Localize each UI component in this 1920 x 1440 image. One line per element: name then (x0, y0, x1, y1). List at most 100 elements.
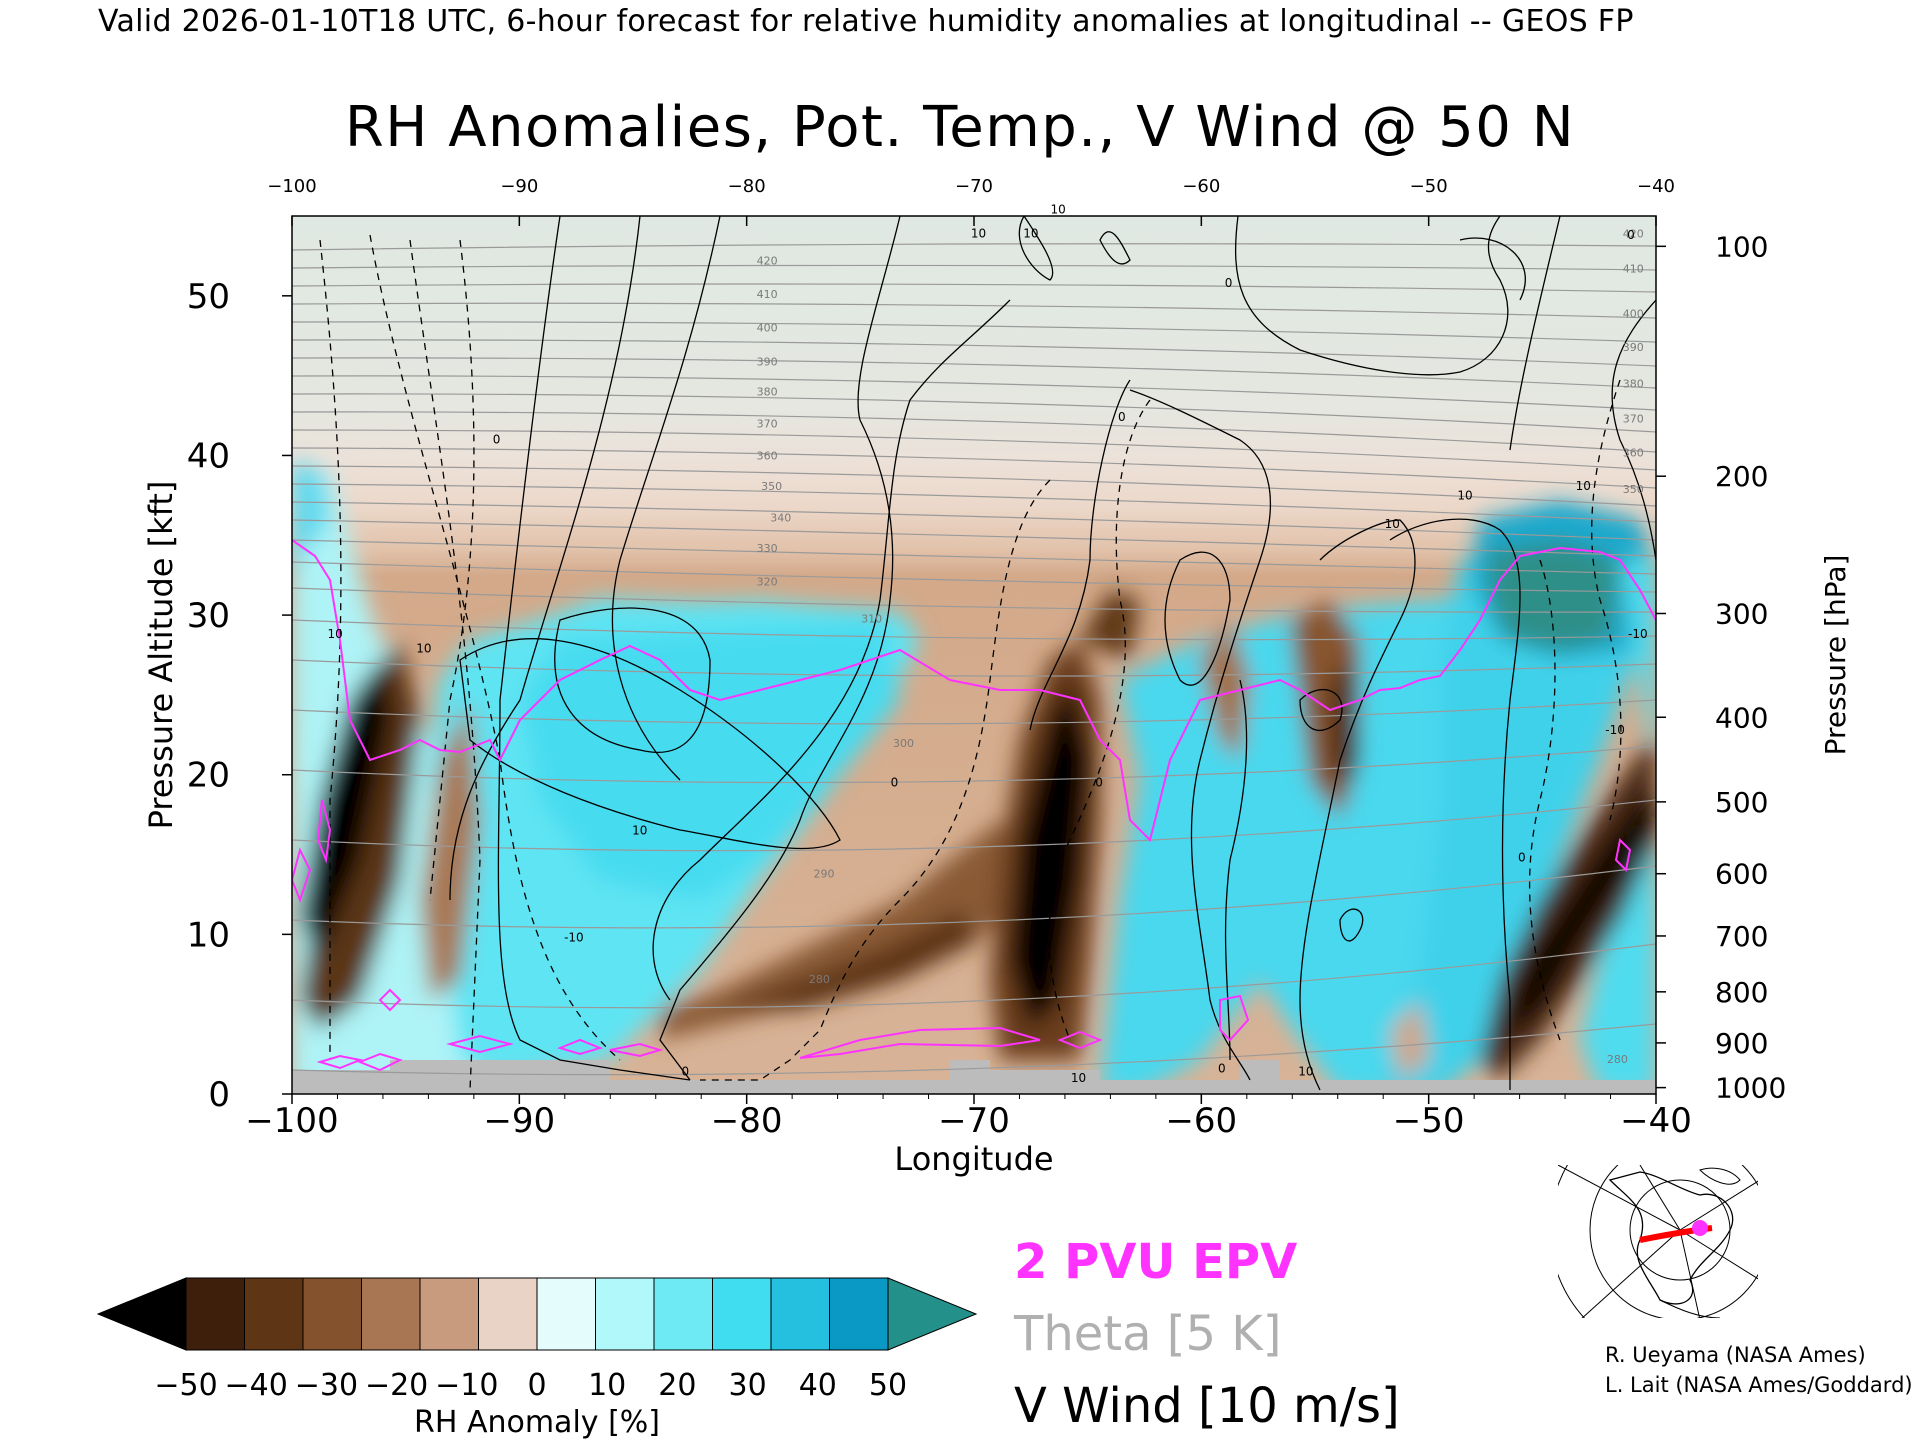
colorbar-segment (419, 1277, 479, 1351)
pvu-contour (292, 539, 1656, 1072)
colorbar-segment (478, 1277, 538, 1351)
theta-contour-label: 350 (1623, 483, 1644, 496)
theta-contour-label: 390 (1623, 341, 1644, 354)
wind-contour-label: 10 (1071, 1071, 1086, 1085)
top-caption: Valid 2026-01-10T18 UTC, 6-hour forecast… (98, 4, 1634, 39)
pressure-tick-label: 500 (1715, 786, 1768, 819)
wind-contour-label: -10 (1628, 627, 1648, 641)
y-tick-label: 0 (208, 1075, 230, 1115)
pressure-tick-label: 900 (1715, 1027, 1768, 1060)
wind-contour-label: 10 (416, 642, 431, 656)
theta-contour-label: 330 (757, 542, 778, 555)
colorbar-tick-label: −50 (154, 1368, 217, 1403)
wind-contour-label: -10 (1605, 723, 1625, 737)
colorbar-segment (185, 1277, 245, 1351)
legend-item: Theta [5 K] (1013, 1306, 1282, 1362)
theta-contour-label: 280 (809, 973, 830, 986)
wind-contour-label: 0 (493, 432, 501, 446)
wind-contour-label: 10 (1050, 203, 1065, 217)
y-axis-label: Pressure Altitude [kft] (142, 481, 180, 830)
y-tick-label: 40 (187, 436, 230, 476)
x-top-tick-label: −70 (955, 176, 993, 197)
pressure-tick-label: 1000 (1715, 1072, 1786, 1105)
theta-contour-label: 370 (1623, 413, 1644, 426)
wind-contour-label: 0 (1518, 851, 1526, 865)
x-top-tick-label: −60 (1182, 176, 1220, 197)
chart-title: RH Anomalies, Pot. Temp., V Wind @ 50 N (344, 95, 1576, 160)
axes: −100 −100 −90 −90 −80 −80 −70 −70 −60 −60 −50 −50 −4… (142, 176, 1852, 1178)
theta-contour-label: 380 (1623, 378, 1644, 391)
colorbar-high-arrow (887, 1277, 978, 1351)
colorbar-segment (595, 1277, 655, 1351)
theta-contour-label: 420 (757, 255, 778, 268)
y-tick-label: 10 (187, 915, 230, 955)
wind-contour-label: 10 (1023, 227, 1038, 241)
colorbar-tick-label: 40 (799, 1368, 837, 1403)
x-axis-label: Longitude (894, 1140, 1053, 1178)
theta-contour-label: 360 (1623, 446, 1644, 459)
colorbar: −50 −40 −30 −20 −10 0 10 20 30 40 50 RH Anomaly [%] (96, 1277, 978, 1440)
pressure-tick-label: 600 (1715, 858, 1768, 891)
colorbar-tick-label: −40 (225, 1368, 288, 1403)
wind-contour-label: 10 (971, 227, 986, 241)
wind-contour-label: 10 (1298, 1065, 1313, 1079)
theta-contour-label: 310 (861, 612, 882, 625)
colorbar-segment (712, 1277, 772, 1351)
legend-item: 2 PVU EPV (1014, 1234, 1297, 1290)
theta-contours (292, 243, 1656, 1076)
x-tick-label: −100 (245, 1101, 338, 1141)
colorbar-tick-label: −20 (365, 1368, 428, 1403)
colorbar-segment (536, 1277, 596, 1351)
theta-contour-label: 280 (1607, 1053, 1628, 1066)
wind-contour-label: 0 (891, 776, 899, 790)
colorbar-tick-label: −10 (435, 1368, 498, 1403)
pressure-tick-label: 300 (1715, 597, 1768, 630)
theta-contour-labels: 420 410 400 390 380 370 360 350 340 330 320 310 300 2… (757, 228, 1644, 1066)
x-tick-label: −90 (483, 1101, 555, 1141)
wind-contour-label: 10 (328, 627, 343, 641)
colorbar-tick-label: 50 (869, 1368, 907, 1403)
colorbar-tick-label: 30 (729, 1368, 767, 1403)
colorbar-label: RH Anomaly [%] (414, 1405, 660, 1440)
theta-contour-label: 410 (1623, 263, 1644, 276)
theta-contour-label: 300 (893, 737, 914, 750)
ground-mask (292, 1060, 1656, 1094)
theta-contour-label: 380 (757, 386, 778, 399)
y-tick-label: 30 (187, 596, 230, 636)
legend-item: V Wind [10 m/s] (1014, 1378, 1400, 1434)
wind-contour-label: 10 (1385, 517, 1400, 531)
wind-contour-label: 0 (681, 1065, 689, 1079)
pressure-tick-label: 100 (1715, 230, 1768, 263)
theta-contour-label: 400 (1623, 307, 1644, 320)
x-top-tick-label: −100 (267, 176, 316, 197)
wind-contour-label: 10 (632, 824, 647, 838)
pressure-tick-label: 200 (1715, 460, 1768, 493)
theta-contour-label: 290 (813, 868, 834, 881)
x-top-tick-label: −90 (500, 176, 538, 197)
colorbar-segment (829, 1277, 889, 1351)
credit-ueyama: R. Ueyama (NASA Ames) (1605, 1343, 1866, 1367)
theta-contour-label: 390 (757, 355, 778, 368)
pressure-tick-label: 800 (1715, 976, 1768, 1009)
wind-contour-label: 0 (1118, 410, 1126, 424)
theta-contour-label: 320 (757, 576, 778, 589)
x-top-tick-label: −40 (1637, 176, 1675, 197)
y-tick-label: 20 (187, 756, 230, 796)
wind-contour-label: 0 (1225, 276, 1233, 290)
x-top-tick-label: −50 (1410, 176, 1448, 197)
x-tick-label: −40 (1620, 1101, 1692, 1141)
wind-contour-label: 0 (1095, 776, 1103, 790)
colorbar-tick-label: −30 (295, 1368, 358, 1403)
x-tick-label: −50 (1393, 1101, 1465, 1141)
wind-contour-label: -10 (564, 931, 584, 945)
x-tick-label: −80 (711, 1101, 783, 1141)
legend: 2 PVU EPV Theta [5 K] V Wind [10 m/s] (1013, 1234, 1400, 1434)
v-wind-contours (319, 216, 1656, 1091)
colorbar-tick-label: 0 (527, 1368, 546, 1403)
colorbar-segment (653, 1277, 713, 1351)
inset-map (1558, 1165, 1758, 1318)
rh-anomaly-field (292, 460, 1656, 1094)
theta-contour-label: 400 (757, 322, 778, 335)
wind-contour-label: 10 (1576, 479, 1591, 493)
theta-contour-label: 360 (757, 449, 778, 462)
